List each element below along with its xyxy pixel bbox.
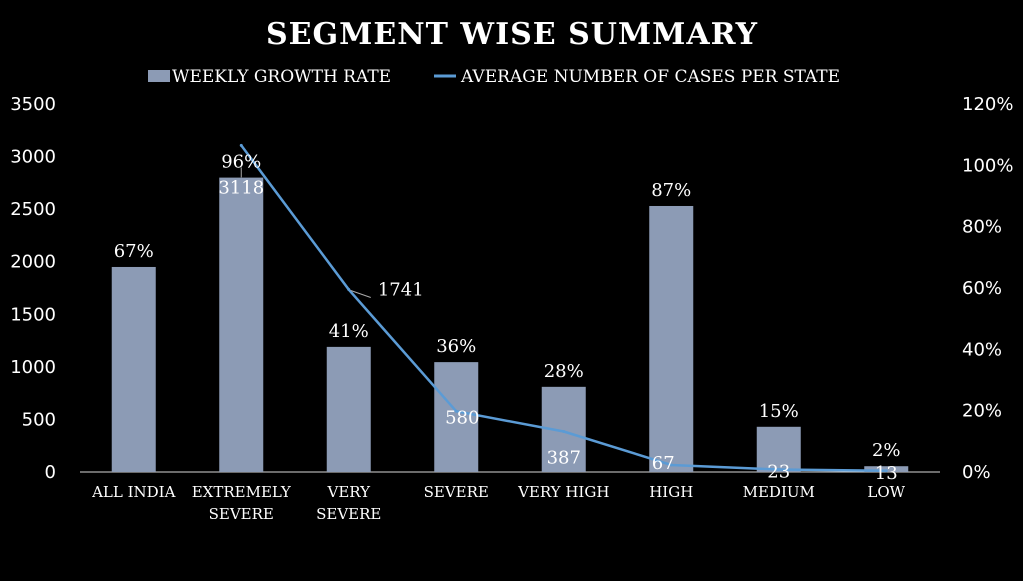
line-data-label: 23 [767, 462, 790, 483]
line-point [454, 409, 458, 413]
axes: 0 500 1000 1500 2000 2500 3000 3500 0% 20% 40% 60% 8… [10, 94, 1013, 523]
line-point [347, 288, 351, 292]
y-right-tick-label: 100% [962, 155, 1013, 176]
line-data-label: 67 [652, 453, 675, 474]
y-left-tick-label: 0 [45, 462, 56, 483]
y-left-tick-label: 1000 [10, 357, 56, 378]
bar [111, 266, 156, 472]
legend-bar-swatch [148, 70, 170, 82]
y-right-tick-label: 60% [962, 278, 1002, 299]
bar [326, 346, 371, 472]
y-right-tick-label: 80% [962, 217, 1002, 238]
data-labels: 67% 96% 41% 36% 28% 87% 15% 2% 3118 1741 580 387 67 2… [114, 152, 901, 484]
x-tick-label: VERY SEVERE [316, 483, 381, 523]
line-data-label: 580 [445, 407, 479, 428]
y-right-tick-label: 20% [962, 401, 1002, 422]
bar-data-label: 36% [436, 336, 476, 357]
y-left-tick-label: 1500 [10, 304, 56, 325]
line-data-label: 387 [547, 448, 581, 469]
bar [434, 362, 479, 472]
line-point [884, 469, 888, 473]
y-left-tick-label: 3000 [10, 147, 56, 168]
legend-line-label: AVERAGE NUMBER OF CASES PER STATE [460, 67, 840, 87]
line-data-label: 3118 [218, 177, 264, 198]
line-series [239, 143, 888, 473]
y-right-tick-label: 0% [962, 462, 991, 483]
bar [864, 466, 909, 472]
line-point [239, 143, 243, 147]
x-tick-label: VERY HIGH [517, 483, 609, 501]
leader-line [350, 290, 371, 299]
line-point [669, 463, 673, 467]
x-tick-label: SEVERE [424, 483, 489, 501]
y-right-tick-label: 40% [962, 339, 1002, 360]
y-left-tick-label: 3500 [10, 94, 56, 115]
chart-title: SEGMENT WISE SUMMARY [266, 17, 758, 52]
x-tick-label: ALL INDIA [91, 483, 176, 501]
bar-data-label: 28% [544, 361, 584, 382]
x-tick-label: HIGH [649, 483, 693, 501]
line-data-label: 13 [875, 463, 898, 484]
bar-data-label: 87% [651, 180, 691, 201]
bar-data-label: 15% [759, 401, 799, 422]
x-tick-label: LOW [867, 483, 905, 501]
bar [219, 177, 264, 472]
bar-data-label: 2% [872, 440, 901, 461]
bar [756, 426, 801, 472]
bar [649, 205, 694, 472]
legend-bar-label: WEEKLY GROWTH RATE [172, 67, 391, 87]
x-tick-label: EXTREMELY SEVERE [192, 483, 292, 523]
y-left-tick-label: 2500 [10, 199, 56, 220]
y-left-tick-label: 2000 [10, 252, 56, 273]
line-point [562, 430, 566, 434]
y-right-tick-label: 120% [962, 94, 1013, 115]
bar-data-label: 41% [329, 321, 369, 342]
bar-series [111, 177, 909, 472]
bar-data-label: 96% [221, 152, 261, 173]
line-point [777, 468, 781, 472]
line-data-label: 1741 [378, 280, 424, 301]
bar-data-label: 67% [114, 241, 154, 262]
y-left-tick-label: 500 [22, 409, 56, 430]
x-tick-label: MEDIUM [743, 483, 815, 501]
legend: WEEKLY GROWTH RATE AVERAGE NUMBER OF CAS… [148, 67, 840, 87]
